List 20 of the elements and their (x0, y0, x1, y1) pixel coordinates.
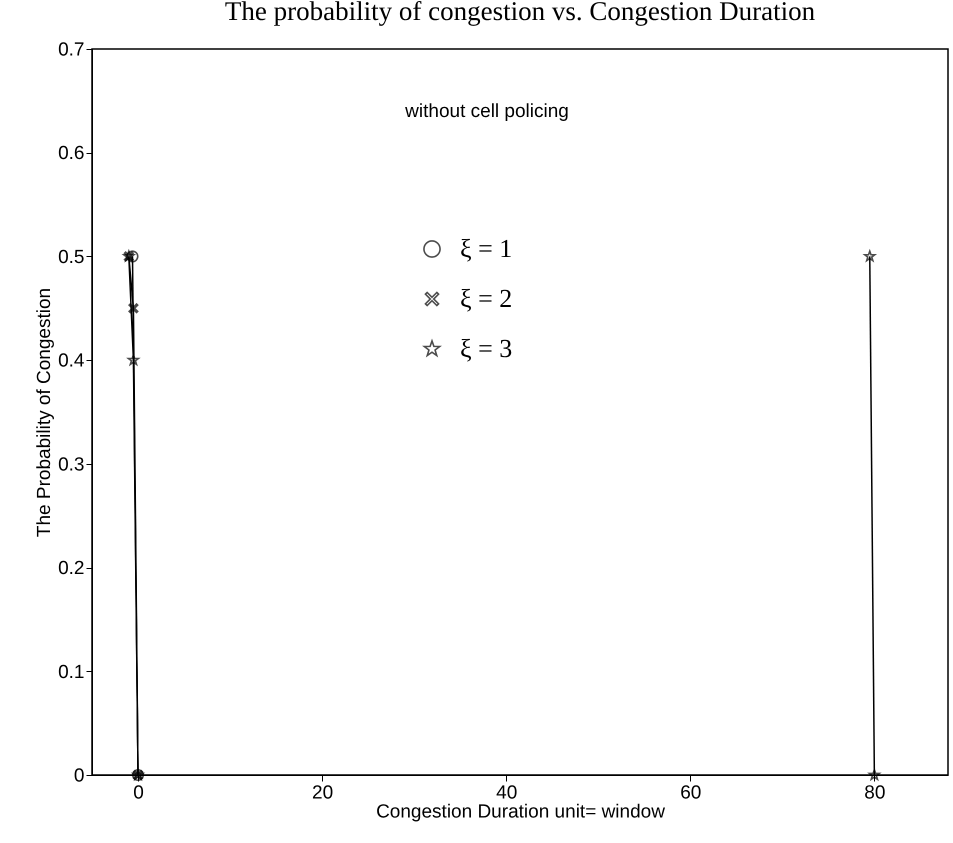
x-axis-title: Congestion Duration unit= window (376, 802, 666, 822)
chart-title: The probability of congestion vs. Congestion Duration (224, 0, 816, 26)
x-tick-label: 60 (680, 782, 702, 804)
y-tick-label: 0 (74, 766, 84, 786)
y-tick-label: 0.4 (58, 350, 85, 372)
y-tick-label: 0.3 (58, 454, 84, 476)
y-tick-label: 0.7 (58, 40, 84, 60)
x-tick-label: 40 (496, 782, 518, 804)
annotation: without cell policing (404, 101, 569, 122)
x-tick-label: 0 (133, 782, 144, 804)
x-tick-label: 20 (312, 782, 334, 804)
y-tick-label: 0.2 (58, 558, 84, 580)
y-tick-label: 0.5 (58, 246, 84, 268)
y-tick-label: 0.1 (58, 662, 84, 683)
x-tick-label: 80 (864, 782, 886, 804)
legend-label: ξ = 1 (460, 234, 512, 263)
y-axis-title: The Probability of Congestion (34, 288, 56, 538)
legend-label: ξ = 3 (460, 334, 512, 363)
y-tick-label: 0.6 (58, 143, 84, 164)
legend-label: ξ = 2 (460, 284, 512, 313)
